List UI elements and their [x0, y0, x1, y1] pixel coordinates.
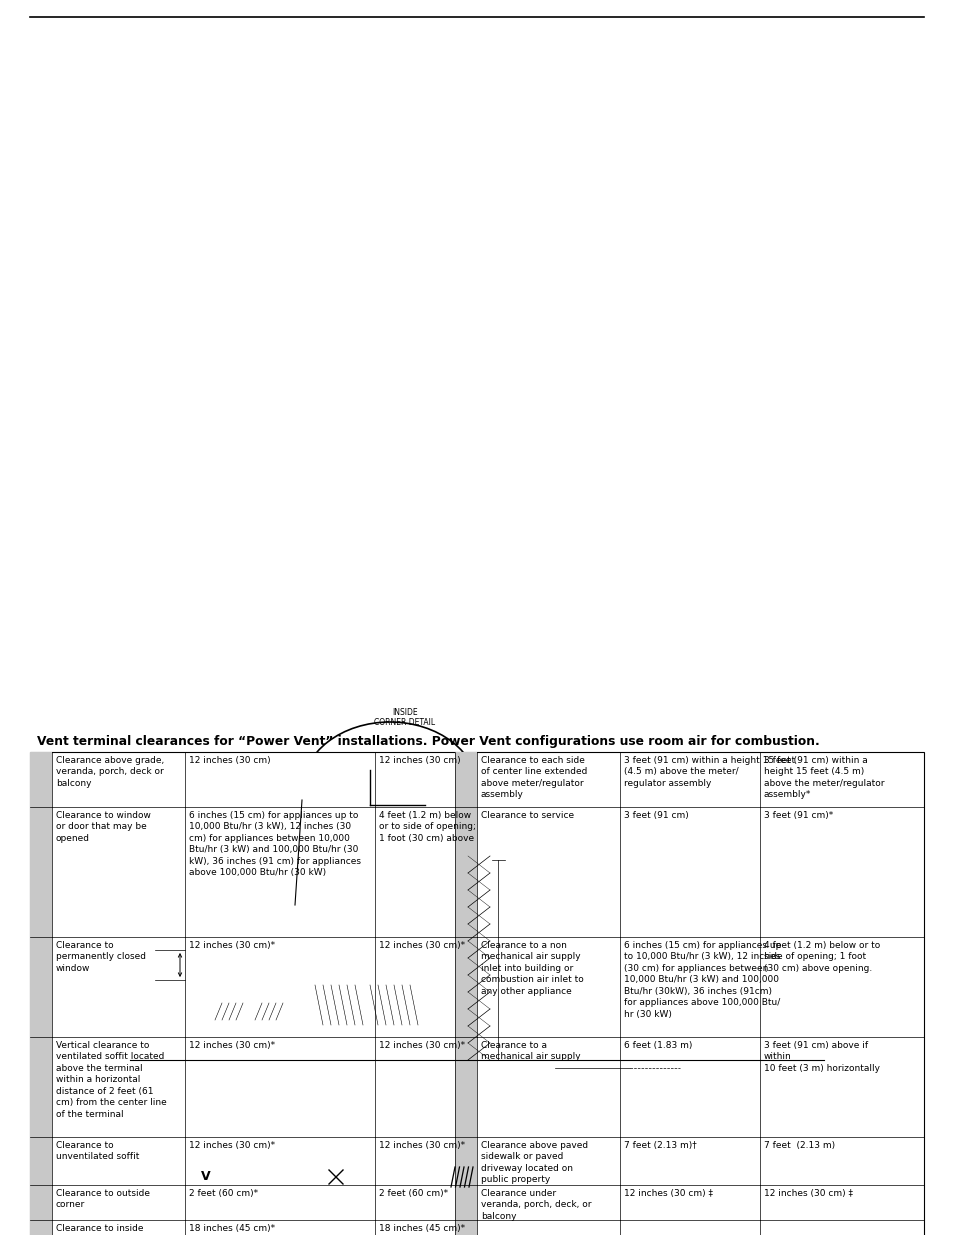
Text: Vent terminal clearances for “Power Vent” installations. Power Vent configuratio: Vent terminal clearances for “Power Vent…	[37, 735, 819, 748]
Text: 6 inches (15 cm) for appliances up to
10,000 Btu/hr (3 kW), 12 inches (30
cm) fo: 6 inches (15 cm) for appliances up to 10…	[189, 811, 360, 877]
Bar	[455, 1037, 476, 1137]
Bar	[379, 806, 395, 820]
Bar	[455, 937, 476, 1037]
Polygon shape	[154, 805, 365, 905]
Bar	[314, 981, 359, 1025]
Text: Clearance above grade,
veranda, porch, deck or
balcony: Clearance above grade, veranda, porch, d…	[56, 756, 164, 788]
Bar	[254, 1003, 285, 1020]
Text: Vertical clearance to
ventilated soffit located
above the terminal
within a hori: Vertical clearance to ventilated soffit …	[56, 1041, 167, 1119]
Text: 6 inches (15 cm) for appliances up
to 10,000 Btu/hr (3 kW), 12 inches
(30 cm) fo: 6 inches (15 cm) for appliances up to 10…	[623, 941, 781, 1019]
Bar	[377, 993, 406, 1015]
Text: Clearance under
veranda, porch, deck, or
balcony: Clearance under veranda, porch, deck, or…	[480, 1189, 591, 1221]
Text: 2 feet (60 cm)*: 2 feet (60 cm)*	[378, 1189, 448, 1198]
Bar	[323, 993, 351, 1015]
Text: Clearance to each side
of center line extended
above meter/regulator
assembly: Clearance to each side of center line ex…	[480, 756, 587, 799]
Text: 4 feet (1.2 m) below or to
side of opening; 1 foot
(30 cm) above opening.: 4 feet (1.2 m) below or to side of openi…	[763, 941, 880, 973]
Text: Clearance to outside
corner: Clearance to outside corner	[56, 1189, 150, 1209]
Bar	[30, 1137, 52, 1186]
Bar	[130, 781, 823, 1205]
Bar	[468, 860, 490, 1060]
Bar	[30, 806, 52, 937]
Text: 12 inches (30 cm)*: 12 inches (30 cm)*	[378, 941, 465, 950]
Bar	[455, 806, 476, 937]
Bar	[370, 981, 415, 1025]
Text: 2 feet (60 cm)*: 2 feet (60 cm)*	[189, 1189, 258, 1198]
Text: 12 inches (30 cm): 12 inches (30 cm)	[189, 756, 271, 764]
Text: Clearance to service: Clearance to service	[480, 811, 574, 820]
Bar	[194, 1167, 216, 1187]
Text: Clearance above paved
sidewalk or paved
driveway located on
public property: Clearance above paved sidewalk or paved …	[480, 1141, 587, 1184]
Bar	[214, 986, 245, 1020]
Bar	[30, 1186, 52, 1220]
Bar	[455, 752, 476, 806]
Text: 7 feet  (2.13 m): 7 feet (2.13 m)	[763, 1141, 834, 1150]
Bar	[555, 990, 629, 1020]
Bar	[373, 784, 387, 800]
Bar	[214, 1003, 245, 1020]
Text: Clearance to inside
corner: Clearance to inside corner	[56, 1224, 143, 1235]
Bar	[254, 986, 285, 1020]
Text: 12 inches (30 cm) ‡: 12 inches (30 cm) ‡	[763, 1189, 852, 1198]
Text: 18 inches (45 cm)*: 18 inches (45 cm)*	[378, 1224, 465, 1233]
Text: 3 feet (91 cm): 3 feet (91 cm)	[623, 811, 688, 820]
Text: 12 inches (30 cm): 12 inches (30 cm)	[378, 756, 460, 764]
Bar	[450, 1167, 472, 1187]
Circle shape	[328, 1170, 344, 1186]
Bar	[30, 937, 52, 1037]
Text: 12 inches (30 cm)*: 12 inches (30 cm)*	[189, 941, 274, 950]
Polygon shape	[200, 815, 695, 905]
Bar	[455, 1137, 476, 1186]
Text: 12 inches (30 cm)*: 12 inches (30 cm)*	[378, 1141, 465, 1150]
Text: INSIDE
CORNER DETAIL: INSIDE CORNER DETAIL	[374, 708, 436, 727]
Bar	[555, 990, 629, 1060]
Bar	[314, 981, 359, 1025]
Bar	[455, 1186, 476, 1220]
Text: 12 inches (30 cm)*: 12 inches (30 cm)*	[378, 1041, 465, 1050]
Bar	[379, 806, 395, 813]
Text: 4 feet (1.2 m) below
or to side of opening;
1 foot (30 cm) above: 4 feet (1.2 m) below or to side of openi…	[378, 811, 476, 844]
Text: Clearance to a
mechanical air supply: Clearance to a mechanical air supply	[480, 1041, 580, 1061]
Bar	[373, 784, 379, 800]
Text: 12 inches (30 cm)*: 12 inches (30 cm)*	[189, 1041, 274, 1050]
Text: V: V	[201, 1171, 211, 1183]
Text: Clearance to
permanently closed
window: Clearance to permanently closed window	[56, 941, 146, 973]
Text: 3 feet (91 cm) above if
within
10 feet (3 m) horizontally: 3 feet (91 cm) above if within 10 feet (…	[763, 1041, 879, 1073]
Circle shape	[415, 993, 435, 1013]
Text: 12 inches (30 cm) ‡: 12 inches (30 cm) ‡	[623, 1189, 712, 1198]
Text: 18 inches (45 cm)*: 18 inches (45 cm)*	[189, 1224, 274, 1233]
Bar	[30, 1220, 52, 1235]
Text: Clearance to window
or door that may be
opened: Clearance to window or door that may be …	[56, 811, 151, 844]
Text: Clearance to a non
mechanical air supply
inlet into building or
combustion air i: Clearance to a non mechanical air supply…	[480, 941, 583, 995]
Text: 3 feet (91 cm) within a height 15 feet
(4.5 m) above the meter/
regulator assemb: 3 feet (91 cm) within a height 15 feet (…	[623, 756, 794, 788]
Bar	[30, 752, 52, 806]
Bar	[325, 1167, 347, 1187]
Bar	[30, 1037, 52, 1137]
Text: Clearance to
unventilated soffit: Clearance to unventilated soffit	[56, 1141, 139, 1161]
Circle shape	[577, 1025, 606, 1055]
Bar	[455, 1220, 476, 1235]
Text: 7 feet (2.13 m)†: 7 feet (2.13 m)†	[623, 1141, 696, 1150]
Text: 3 feet (91 cm)*: 3 feet (91 cm)*	[763, 811, 832, 820]
Text: 3 feet (91 cm) within a
height 15 feet (4.5 m)
above the meter/regulator
assembl: 3 feet (91 cm) within a height 15 feet (…	[763, 756, 883, 799]
Polygon shape	[200, 905, 530, 1060]
Text: 6 feet (1.83 m): 6 feet (1.83 m)	[623, 1041, 692, 1050]
Polygon shape	[154, 895, 200, 1060]
Text: 12 inches (30 cm)*: 12 inches (30 cm)*	[189, 1141, 274, 1150]
Ellipse shape	[302, 722, 477, 858]
Bar	[30, 752, 923, 1235]
